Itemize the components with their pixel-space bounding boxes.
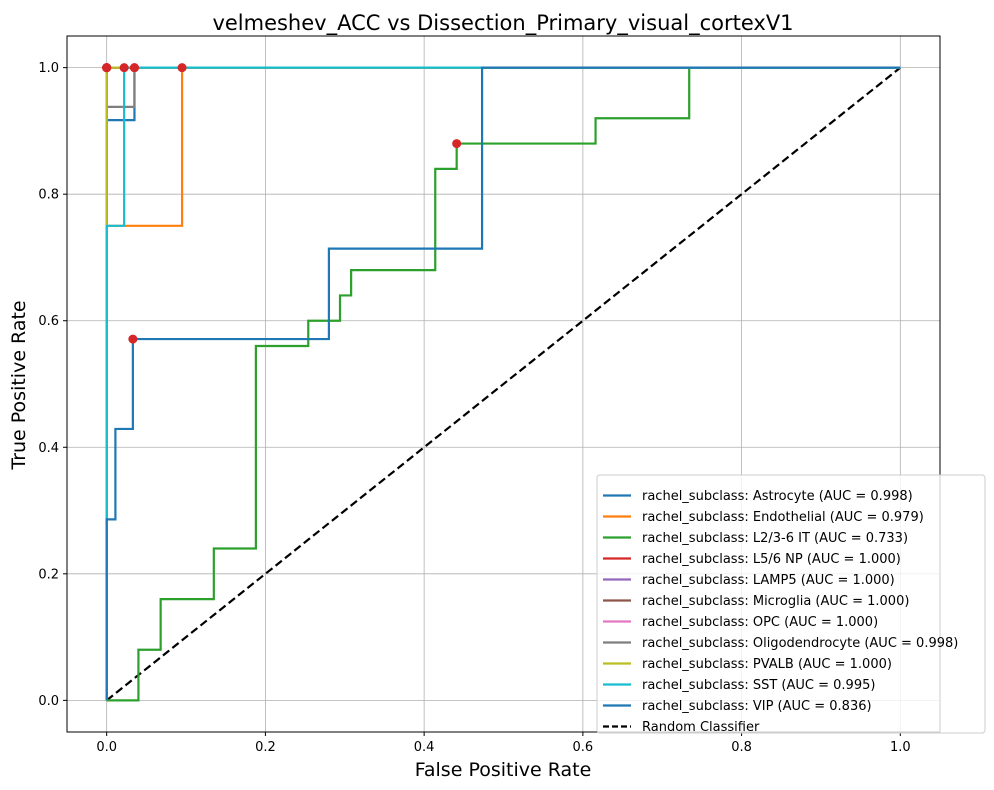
x-tick-label: 0.0 [96, 740, 117, 755]
y-tick-label: 0.2 [38, 567, 59, 582]
optimal-threshold-point-9 [119, 63, 129, 73]
y-axis-label: True Positive Rate [8, 300, 30, 470]
chart-title: velmeshev_ACC vs Dissection_Primary_visu… [212, 11, 793, 36]
ticks: 0.0 0.2 0.4 0.6 0.8 1.0 0.0 0.2 0.4 0.6 0.8 1.0 [38, 61, 910, 755]
x-tick-label: 0.2 [255, 740, 276, 755]
legend-label: rachel_subclass: OPC (AUC = 1.000) [642, 615, 878, 630]
legend-label: rachel_subclass: PVALB (AUC = 1.000) [642, 657, 892, 672]
marker-layer [102, 63, 462, 344]
y-tick-label: 0.8 [38, 188, 59, 203]
roc-curve-9 [105, 66, 901, 701]
legend-label: rachel_subclass: L2/3-6 IT (AUC = 0.733) [642, 531, 908, 546]
optimal-threshold-point-10 [128, 334, 138, 344]
random-classifier-line [105, 66, 902, 702]
legend-label: Random Classifier [642, 720, 760, 735]
x-tick-label: 0.4 [414, 740, 435, 755]
y-tick-label: 0.6 [38, 314, 59, 329]
x-tick-label: 0.8 [731, 740, 752, 755]
legend-label: rachel_subclass: Astrocyte (AUC = 0.998) [642, 489, 913, 504]
x-axis-label: False Positive Rate [415, 759, 592, 781]
optimal-threshold-point-1 [177, 63, 187, 73]
legend-label: rachel_subclass: Oligodendrocyte (AUC = … [642, 636, 958, 651]
x-tick-label: 1.0 [890, 740, 911, 755]
legend-label: rachel_subclass: VIP (AUC = 0.836) [642, 699, 872, 714]
y-tick-label: 0.4 [38, 441, 59, 456]
optimal-threshold-point-2 [452, 139, 462, 149]
x-tick-label: 0.6 [573, 740, 594, 755]
plot-frame [66, 35, 941, 733]
legend-box [596, 474, 986, 734]
roc-curve-2 [106, 66, 901, 702]
legend-label: rachel_subclass: LAMP5 (AUC = 1.000) [642, 573, 895, 588]
y-tick-label: 0.0 [38, 694, 59, 709]
legend: rachel_subclass: Astrocyte (AUC = 0.998)… [596, 474, 986, 735]
y-tick-label: 1.0 [38, 61, 59, 76]
legend-label: rachel_subclass: SST (AUC = 0.995) [642, 678, 875, 693]
optimal-threshold-point-7 [129, 63, 139, 73]
optimal-threshold-point-8 [102, 63, 112, 73]
legend-label: rachel_subclass: L5/6 NP (AUC = 1.000) [642, 552, 901, 567]
legend-label: rachel_subclass: Endothelial (AUC = 0.97… [642, 510, 924, 525]
legend-label: rachel_subclass: Microglia (AUC = 1.000) [642, 594, 909, 609]
